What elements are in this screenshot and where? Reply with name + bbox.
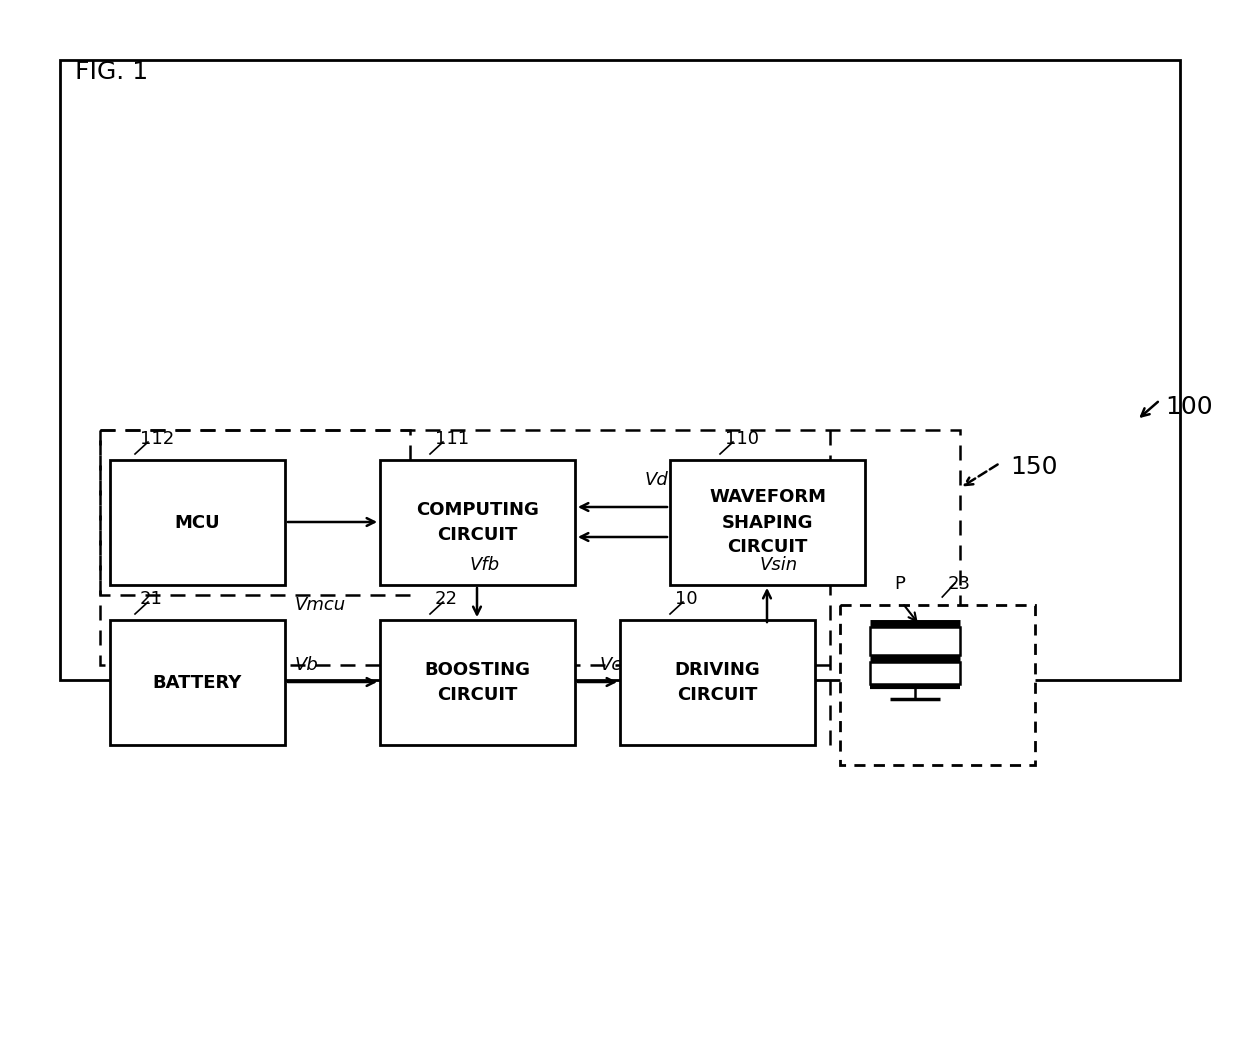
Text: WAVEFORM
SHAPING
CIRCUIT: WAVEFORM SHAPING CIRCUIT	[709, 488, 826, 556]
Text: Vsin: Vsin	[760, 556, 799, 574]
Text: Vmcu: Vmcu	[295, 596, 346, 614]
Text: 23: 23	[947, 575, 970, 593]
Text: 22: 22	[435, 590, 458, 608]
Text: Vfb: Vfb	[470, 556, 500, 574]
Text: MCU: MCU	[175, 514, 221, 531]
Bar	[100, 430, 410, 595]
Text: Vb: Vb	[295, 656, 319, 674]
Text: BOOSTING
CIRCUIT: BOOSTING CIRCUIT	[424, 661, 531, 704]
Text: Vd: Vd	[645, 471, 668, 489]
Bar	[100, 430, 960, 665]
Bar	[60, 60, 1180, 680]
Bar	[379, 460, 575, 585]
Bar	[670, 460, 866, 585]
Text: DRIVING
CIRCUIT: DRIVING CIRCUIT	[675, 661, 760, 704]
Text: Vc: Vc	[600, 656, 622, 674]
Bar	[839, 605, 1035, 765]
Text: 21: 21	[140, 590, 162, 608]
Text: COMPUTING
CIRCUIT: COMPUTING CIRCUIT	[417, 501, 539, 544]
Text: 112: 112	[140, 430, 175, 447]
Text: 110: 110	[725, 430, 759, 447]
Bar	[870, 627, 960, 655]
Text: 100: 100	[1166, 395, 1213, 419]
Text: 150: 150	[1011, 455, 1058, 479]
Text: 111: 111	[435, 430, 469, 447]
Text: P: P	[894, 575, 905, 593]
Text: BATTERY: BATTERY	[153, 674, 242, 692]
Bar	[110, 620, 285, 745]
Bar	[870, 662, 960, 684]
Bar	[620, 620, 815, 745]
Text: FIG. 1: FIG. 1	[74, 60, 148, 84]
Text: 10: 10	[675, 590, 698, 608]
Bar	[110, 460, 285, 585]
Bar	[379, 620, 575, 745]
